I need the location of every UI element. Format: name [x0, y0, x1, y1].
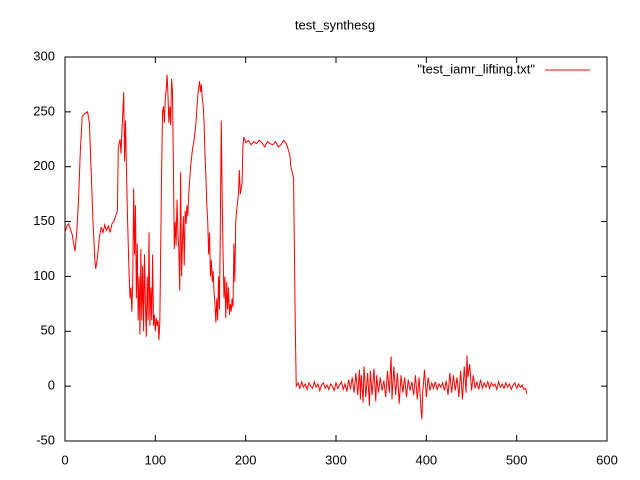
x-tick-label: 600 — [596, 452, 618, 467]
y-tick-label: 100 — [33, 268, 55, 283]
data-line — [64, 74, 528, 420]
x-tick-label: 300 — [325, 452, 347, 467]
y-tick-label: 250 — [33, 103, 55, 118]
x-tick-label: 500 — [506, 452, 528, 467]
y-tick-label: 300 — [33, 48, 55, 63]
x-tick-label: 0 — [61, 452, 68, 467]
x-tick-label: 400 — [415, 452, 437, 467]
y-tick-label: -50 — [36, 432, 55, 447]
y-tick-label: 150 — [33, 213, 55, 228]
x-tick-label: 200 — [235, 452, 257, 467]
chart-title: test_synthesg — [295, 17, 375, 32]
x-tick-label: 100 — [144, 452, 166, 467]
plot-border — [64, 56, 608, 442]
y-tick-label: 50 — [41, 323, 55, 338]
y-tick-label: 0 — [48, 378, 55, 393]
legend-label: "test_iamr_lifting.txt" — [417, 61, 535, 76]
y-tick-label: 200 — [33, 158, 55, 173]
